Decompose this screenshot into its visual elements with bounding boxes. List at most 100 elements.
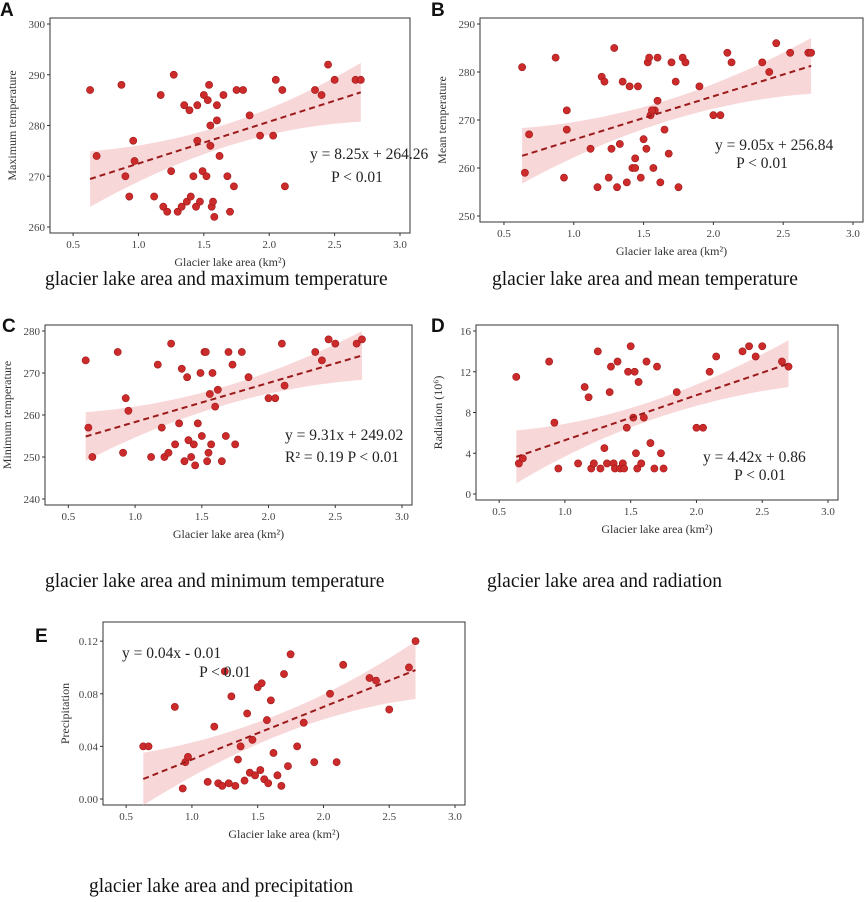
panel-c-point	[167, 339, 176, 348]
panel-a-point	[198, 167, 207, 176]
panel-d-point	[751, 352, 760, 361]
panel-b-point	[521, 168, 529, 177]
panel-d-point	[545, 357, 554, 366]
panel-d-point	[514, 459, 523, 468]
panel-e-point	[273, 771, 282, 780]
panel-d-point	[745, 342, 753, 351]
panel-e-point	[170, 703, 179, 711]
panel-a-point	[230, 182, 238, 191]
panel-a-point	[206, 141, 215, 150]
panel-a-point	[196, 197, 204, 206]
panel-b-equation: y = 9.05x + 256.84	[715, 137, 833, 154]
panel-a-point	[245, 111, 254, 120]
panel-b-x-tick-label: 1.0	[567, 228, 581, 240]
panel-c-point	[208, 369, 217, 377]
panel-c-x-tick-label: 3.0	[395, 511, 409, 523]
panel-a-point	[199, 91, 208, 99]
panel-b-stat: P < 0.01	[736, 155, 788, 172]
panel-d-x-tick-label: 1.0	[558, 506, 572, 518]
panel-c-y-tick-label: 250	[24, 452, 41, 464]
panel-e-point	[224, 779, 233, 788]
panel-d-point	[607, 362, 615, 371]
panel-b-point	[681, 58, 690, 67]
panel-e-confidence-band	[143, 641, 416, 806]
panel-b-x-tick-label: 2.5	[776, 228, 790, 240]
panel-a-point	[182, 197, 191, 206]
panel-a-y-tick-label: 290	[29, 70, 46, 82]
panel-a-point	[185, 106, 194, 115]
panel-d-point	[705, 367, 714, 376]
panel-b-point	[765, 68, 774, 76]
panel-c-point	[175, 419, 184, 428]
panel-b-point	[758, 58, 767, 67]
panel-a-y-tick-label: 260	[29, 222, 46, 234]
panel-a-point	[173, 207, 182, 216]
panel-e-point	[332, 758, 341, 767]
panel-d-point	[626, 342, 635, 351]
panel-d-point	[637, 459, 646, 468]
panel-d-x-tick-label: 2.5	[755, 506, 769, 518]
panel-c-point	[211, 402, 220, 411]
panel-e-point	[266, 696, 275, 705]
panel-a-point	[210, 212, 219, 221]
panel-d-point	[518, 454, 527, 463]
panel-e-point	[184, 753, 192, 761]
panel-e-point	[257, 679, 266, 688]
panel-c-point	[81, 356, 90, 365]
panel-a-point	[167, 167, 176, 176]
panel-d-point	[634, 378, 643, 386]
panel-b-y-tick-label: 270	[459, 115, 476, 127]
panel-b-x-tick-label: 1.5	[637, 228, 651, 240]
panel-c-point	[147, 453, 155, 461]
caption-a: glacier lake area and maximum temperatur…	[45, 269, 388, 290]
panel-a-point	[213, 101, 221, 110]
panel-e-point	[251, 771, 259, 780]
panel-a-point	[150, 192, 159, 201]
panel-e-point	[286, 650, 295, 659]
panel-c-point	[358, 335, 366, 344]
panel-b-point	[625, 82, 634, 91]
panel-e-y-tick-label: 0.04	[79, 741, 99, 753]
panel-e-equation: y = 0.04x - 0.01	[122, 645, 221, 662]
panel-c-point	[318, 356, 326, 365]
panel-d-point	[600, 444, 609, 453]
panel-e-point	[269, 749, 278, 757]
panel-letter-d: D	[431, 316, 445, 337]
panel-b-point	[562, 106, 571, 115]
panel-a-point	[215, 152, 224, 160]
panel-c-point	[187, 453, 196, 461]
panel-a-point	[169, 70, 178, 79]
panel-a-point	[281, 182, 289, 191]
panel-c-point	[177, 364, 186, 373]
panel-c-y-tick-label: 270	[24, 368, 41, 380]
panel-d-point	[622, 423, 631, 432]
panel-b-point	[653, 53, 662, 62]
panel-d-point	[593, 347, 602, 356]
panel-b-point	[667, 58, 676, 67]
panel-c-point	[231, 440, 240, 449]
panel-d-y-tick-label: 16	[460, 326, 472, 338]
panel-d-point	[642, 357, 651, 366]
panel-b-point	[622, 178, 631, 187]
panel-a-point	[121, 172, 130, 181]
panel-c-point	[171, 440, 180, 449]
panel-c-point	[157, 423, 166, 432]
panel-e-y-tick-label: 0.08	[79, 689, 99, 701]
panel-d-point	[657, 449, 665, 458]
panel-b-point	[634, 82, 642, 91]
panel-d-point	[580, 383, 589, 391]
panel-e-point	[218, 781, 227, 790]
panel-c-equation: y = 9.31x + 249.02	[285, 427, 403, 444]
panel-b-point	[671, 77, 680, 86]
panel-a-point	[86, 86, 94, 94]
panel-d-point	[554, 464, 563, 473]
panel-a-point	[356, 75, 365, 84]
panel-e-point	[256, 766, 265, 774]
panel-d-point	[646, 439, 655, 447]
panel-e-point	[234, 755, 242, 764]
panel-c-point	[196, 369, 205, 377]
panel-c-point	[271, 394, 280, 403]
panel-d-y-axis-label: Radiation (10⁶)	[431, 376, 445, 450]
